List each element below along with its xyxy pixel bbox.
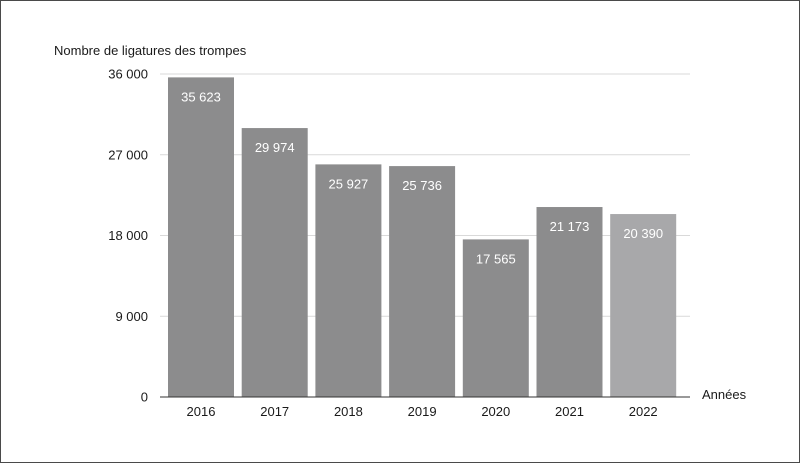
x-tick-label: 2020 — [481, 404, 510, 419]
y-axis-ticks: 0 9 000 18 000 27 000 36 000 — [108, 67, 148, 405]
x-tick-label: 2019 — [408, 404, 437, 419]
x-axis-ticks: 2016 2017 2018 2019 2020 2021 2022 — [187, 404, 658, 419]
bar-2018 — [315, 164, 382, 397]
bar-value-label: 29 974 — [255, 140, 295, 155]
y-tick-label: 9 000 — [115, 309, 148, 324]
bar-2019 — [389, 166, 456, 397]
bar-value-label: 20 390 — [623, 226, 663, 241]
bar-2020 — [462, 239, 529, 397]
y-tick-label: 27 000 — [108, 147, 148, 162]
bar-value-label: 21 173 — [550, 219, 590, 234]
y-tick-label: 36 000 — [108, 67, 148, 82]
x-axis-title: Années — [702, 387, 747, 402]
bars — [168, 77, 677, 398]
x-tick-label: 2021 — [555, 404, 584, 419]
bar-value-label: 25 736 — [402, 178, 442, 193]
y-tick-label: 18 000 — [108, 228, 148, 243]
x-tick-label: 2022 — [629, 404, 658, 419]
x-tick-label: 2016 — [187, 404, 216, 419]
bar-2017 — [241, 128, 308, 398]
bar-2021 — [536, 207, 603, 397]
y-axis-title: Nombre de ligatures des trompes — [54, 43, 247, 58]
bar-2022 — [610, 214, 677, 397]
x-tick-label: 2018 — [334, 404, 363, 419]
y-tick-label: 0 — [141, 390, 148, 405]
bar-2016 — [168, 77, 234, 397]
bar-value-label: 35 623 — [181, 89, 221, 104]
bar-value-labels: 35 623 29 974 25 927 25 736 17 565 21 173 20 3… — [181, 89, 663, 266]
x-tick-label: 2017 — [260, 404, 289, 419]
bar-value-label: 25 927 — [329, 176, 369, 191]
bar-value-label: 17 565 — [476, 251, 516, 266]
